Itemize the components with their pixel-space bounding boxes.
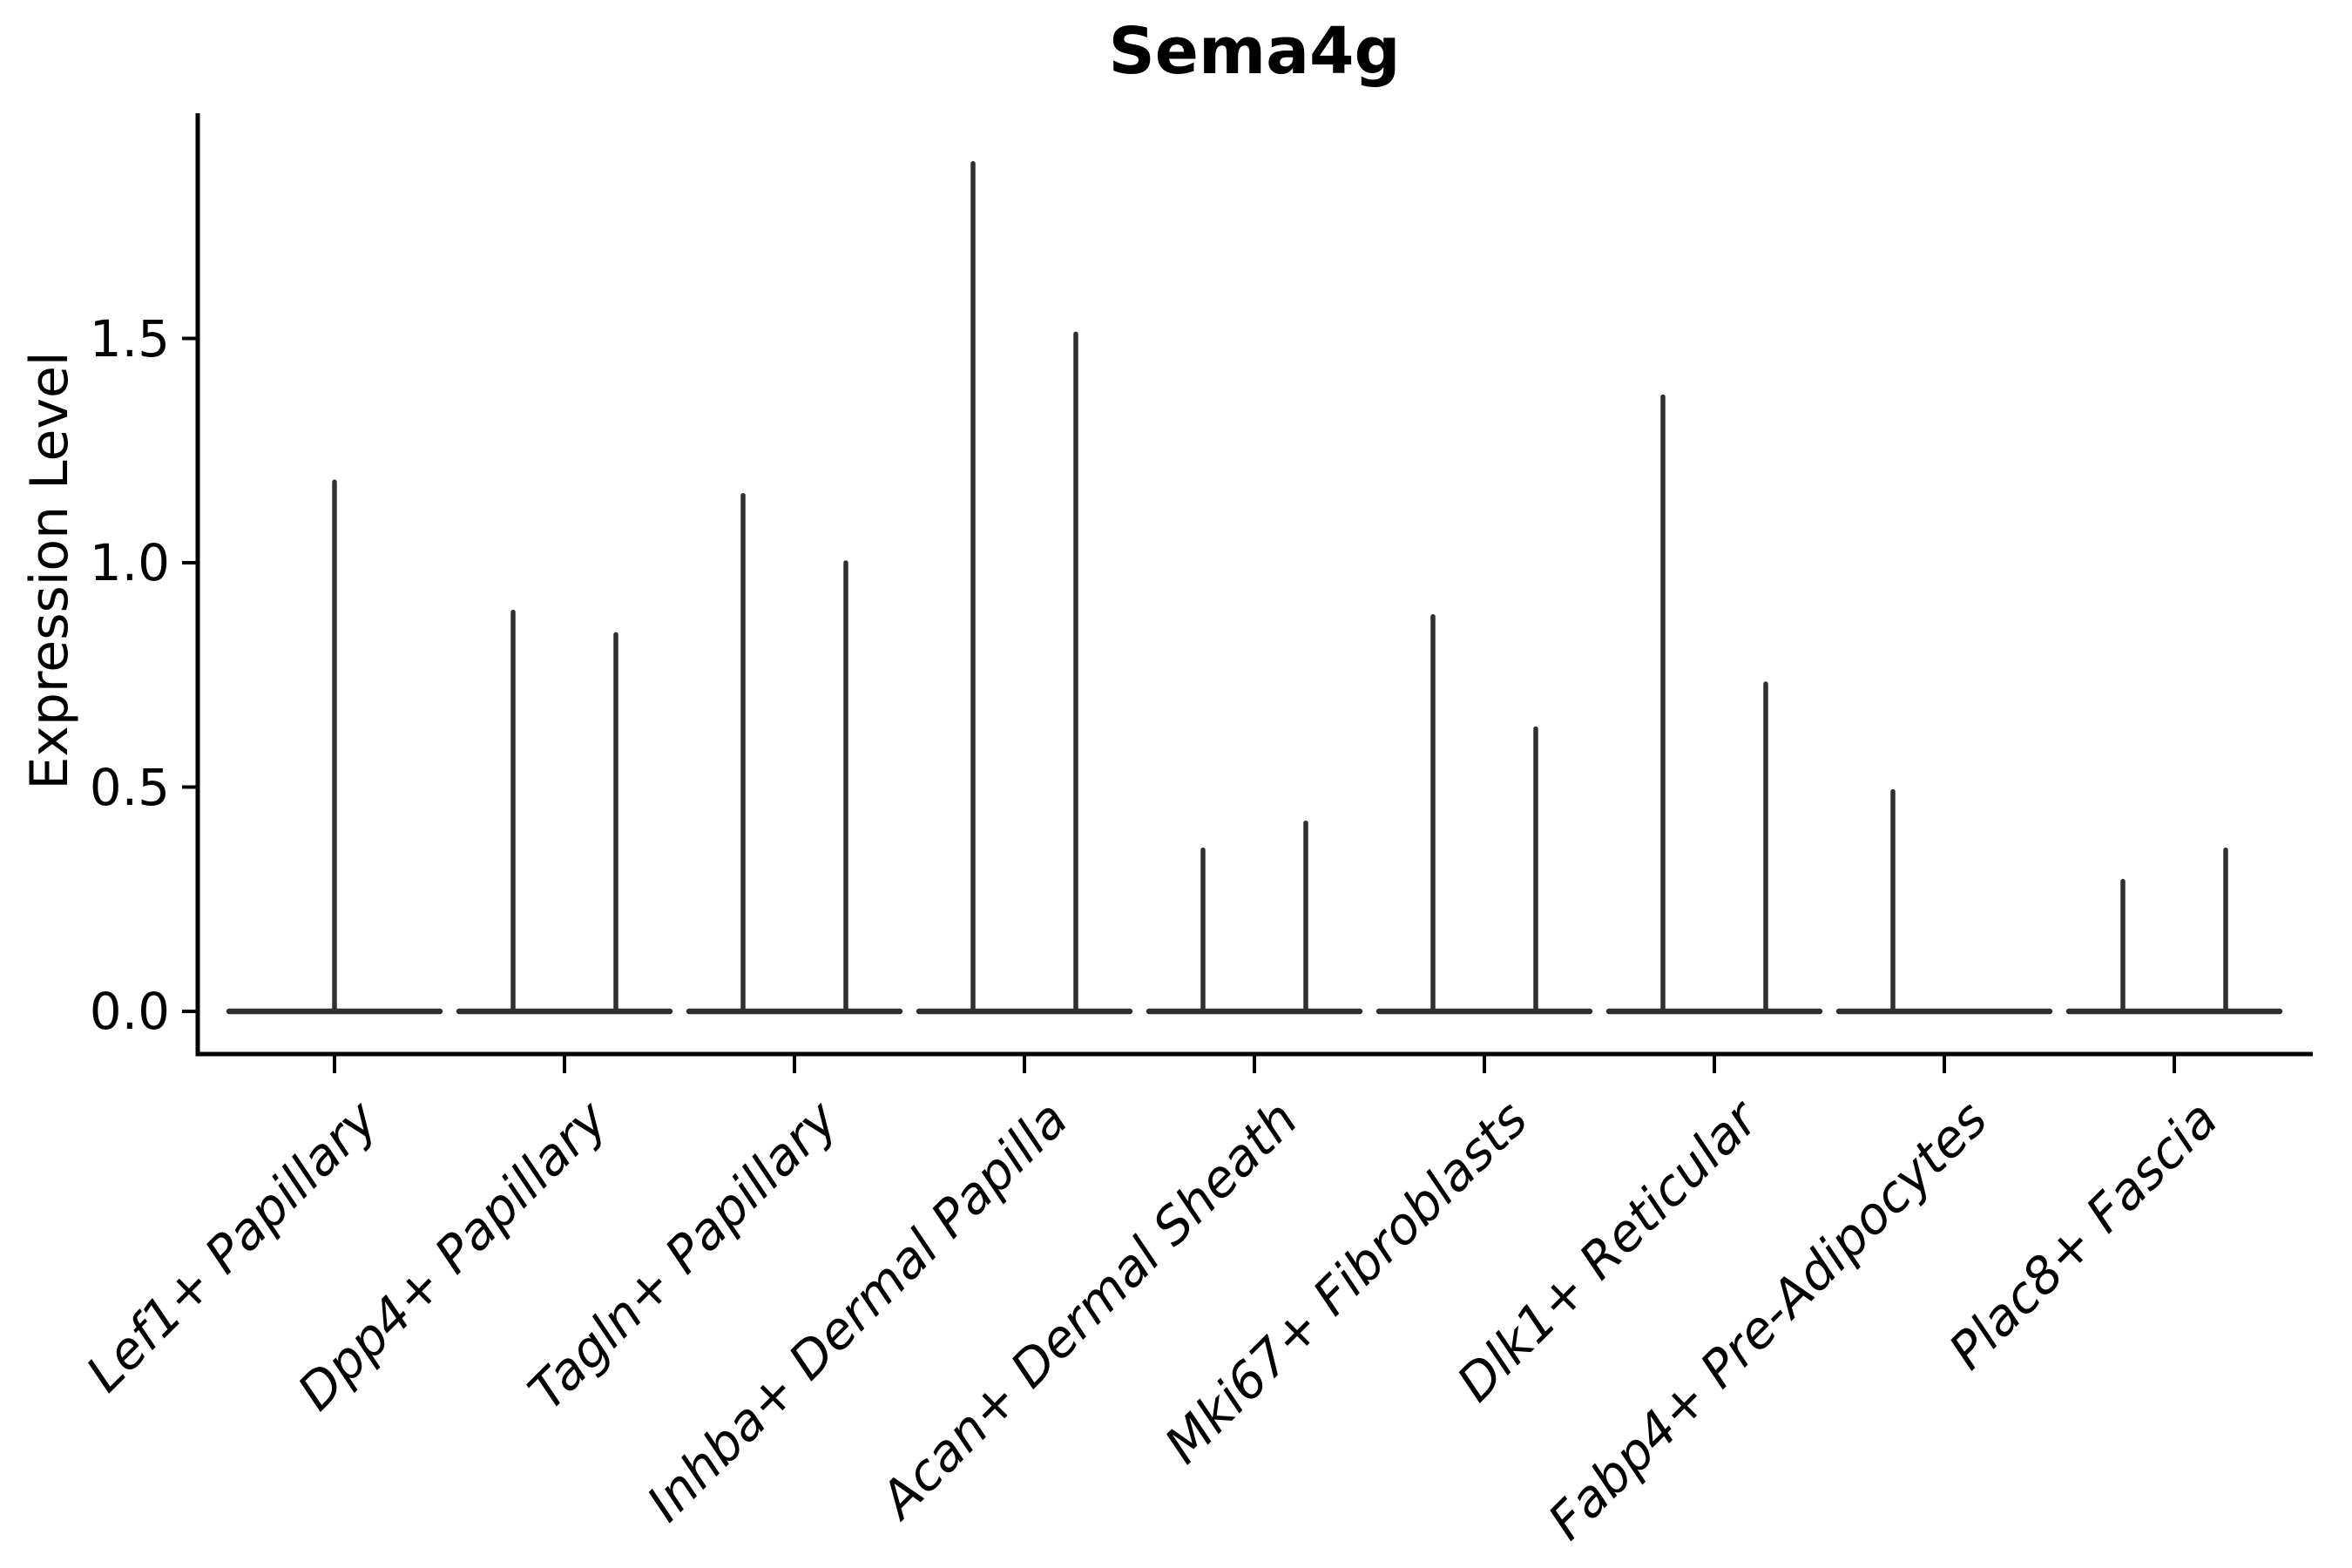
y-tick-label: 1.0	[89, 533, 170, 592]
chart-title: Sema4g	[1108, 14, 1401, 89]
y-tick-label: 0.5	[89, 757, 170, 817]
y-tick-label: 1.5	[89, 308, 170, 368]
y-tick-label: 0.0	[89, 982, 170, 1041]
